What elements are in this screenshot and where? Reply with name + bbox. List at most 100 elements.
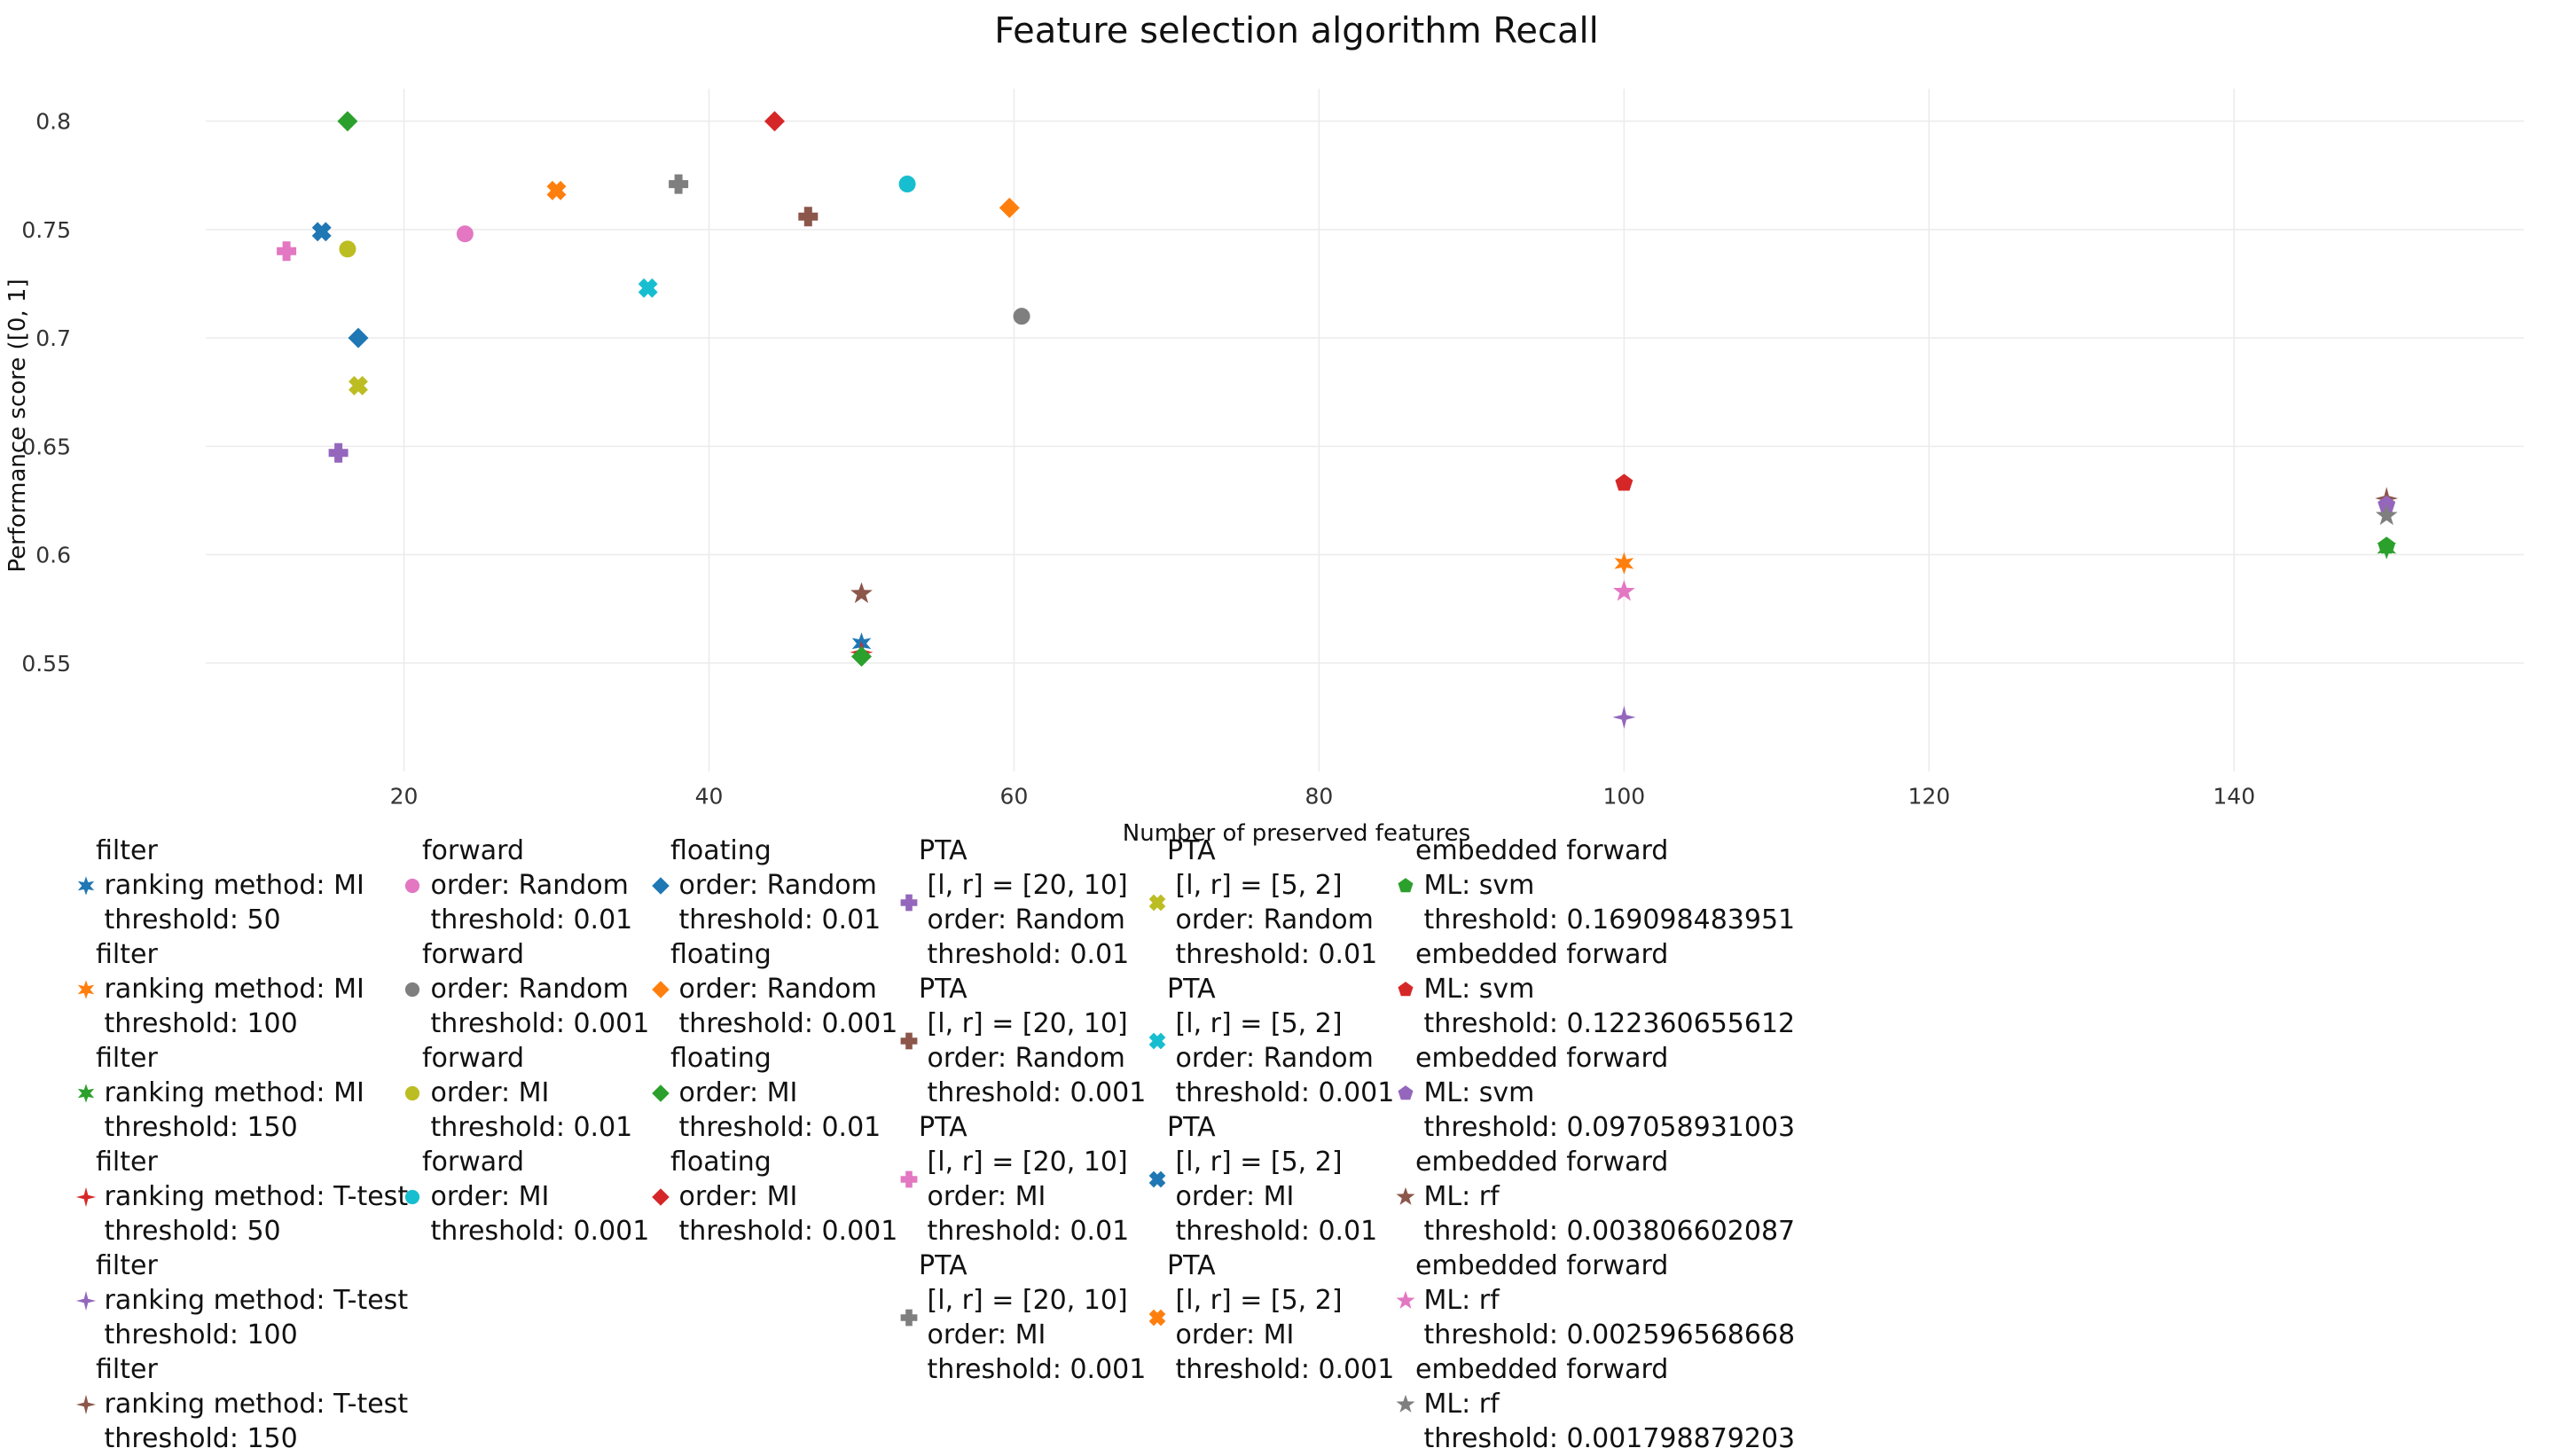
legend-marker	[75, 1290, 97, 1311]
data-point-diamond	[337, 111, 358, 132]
data-point-diamond	[851, 646, 872, 667]
legend-marker	[1396, 1186, 1415, 1205]
data-points	[277, 111, 2399, 729]
y-tick-label: 0.65	[21, 434, 71, 459]
data-point-x	[638, 278, 658, 298]
legend-symbol-icon	[404, 1189, 420, 1204]
x-tick-label: 100	[1602, 783, 1645, 809]
legend-symbol-icon	[1148, 1032, 1166, 1050]
data-point-star5	[850, 582, 873, 604]
legend-symbol-icon	[652, 1187, 670, 1206]
legend-label: floating order: Random threshold: 0.01	[670, 835, 881, 935]
legend-symbol-icon	[75, 1394, 97, 1414]
legend-label: filter ranking method: T-test threshold:…	[96, 1354, 409, 1454]
legend-marker	[900, 894, 918, 912]
data-point-star5	[1613, 580, 1635, 601]
data-point-circle	[339, 240, 356, 258]
y-tick-label: 0.7	[35, 325, 71, 351]
x-axis-label: Number of preserved features	[1123, 820, 1470, 847]
legend-symbol-icon	[1148, 1170, 1166, 1188]
legend-marker	[1148, 1309, 1166, 1327]
y-tick-label: 0.55	[21, 651, 71, 677]
data-point-star-four	[1612, 705, 1636, 729]
legend-marker	[900, 1170, 918, 1188]
axis-ticks: 20 40 60 80 100 120 140 0.55 0.6 0.65 0.7 0.75 0.8	[21, 109, 2255, 810]
data-point-circle	[898, 176, 916, 193]
data-point-diamond	[764, 111, 785, 132]
legend-label: filter ranking method: MI threshold: 150	[96, 1043, 364, 1143]
data-point-pentagon	[1615, 474, 1633, 491]
legend-label: embedded forward ML: rf threshold: 0.003…	[1415, 1147, 1796, 1247]
legend-marker	[404, 982, 420, 997]
data-point-cross	[328, 442, 349, 463]
legend-marker	[75, 1394, 97, 1414]
legend-symbol-icon	[404, 982, 420, 997]
legend-symbol-icon	[77, 1083, 95, 1103]
legend-symbol-icon	[75, 1290, 97, 1311]
legend-label: embedded forward ML: svm threshold: 0.16…	[1415, 835, 1796, 935]
data-point-cross	[277, 241, 297, 262]
legend-label: PTA [l, r] = [20, 10] order: Random thre…	[919, 974, 1147, 1108]
legend-marker	[77, 875, 95, 896]
legend-label: embedded forward ML: rf threshold: 0.001…	[1415, 1354, 1796, 1454]
legend-symbol-icon	[1398, 981, 1414, 996]
legend-marker	[404, 1189, 420, 1204]
legend-marker	[1148, 894, 1166, 912]
y-tick-label: 0.75	[21, 217, 71, 243]
x-tick-label: 140	[2213, 783, 2255, 809]
legend-marker	[1398, 1084, 1414, 1100]
legend-marker	[900, 1032, 918, 1050]
legend-label: forward order: Random threshold: 0.01	[422, 835, 633, 935]
legend-symbol-icon	[77, 979, 95, 999]
legend-label: floating order: MI threshold: 0.01	[670, 1043, 881, 1143]
data-point-x	[311, 222, 332, 242]
legend-marker	[404, 878, 420, 893]
legend-marker	[900, 1309, 918, 1327]
legend-label: filter ranking method: T-test threshold:…	[96, 1147, 409, 1247]
y-tick-label: 0.6	[35, 543, 71, 568]
data-point-diamond	[348, 327, 369, 348]
legend-marker	[1148, 1170, 1166, 1188]
data-point-circle	[456, 225, 474, 243]
legend-marker	[404, 1085, 420, 1100]
legend-marker	[1148, 1032, 1166, 1050]
legend-marker	[1396, 1290, 1415, 1309]
legend-symbol-icon	[900, 1309, 918, 1327]
legend-marker	[652, 1187, 670, 1206]
x-tick-label: 80	[1305, 783, 1334, 809]
legend-marker	[652, 876, 670, 895]
data-point-pentagon	[2378, 536, 2396, 554]
legend-label: forward order: MI threshold: 0.01	[422, 1043, 633, 1143]
legend-marker	[652, 980, 670, 998]
legend-label: filter ranking method: MI threshold: 50	[96, 835, 364, 935]
legend-marker	[652, 1084, 670, 1102]
data-point-circle	[1013, 308, 1030, 325]
legend-symbol-icon	[900, 894, 918, 912]
x-tick-label: 60	[1000, 783, 1029, 809]
legend-label: filter ranking method: MI threshold: 100	[96, 939, 364, 1039]
y-tick-label: 0.8	[35, 109, 71, 135]
legend-label: PTA [l, r] = [20, 10] order: MI threshol…	[919, 1250, 1147, 1385]
data-point-x	[349, 375, 368, 395]
legend-marker	[77, 1083, 95, 1103]
legend-label: filter ranking method: T-test threshold:…	[96, 1250, 409, 1350]
data-point-star5	[2375, 504, 2398, 526]
legend-marker	[77, 979, 95, 999]
legend-symbol-icon	[1396, 1186, 1415, 1205]
legend-symbol-icon	[77, 875, 95, 896]
legend-marker	[1398, 981, 1414, 996]
x-tick-label: 120	[1908, 783, 1950, 809]
chart-title: Feature selection algorithm Recall	[994, 11, 1598, 51]
legend-marker	[1396, 1394, 1415, 1413]
data-point-pentagon	[2378, 495, 2396, 513]
data-point-diamond	[999, 197, 1020, 218]
legend-symbol-icon	[1396, 1394, 1415, 1413]
legend-label: forward order: MI threshold: 0.001	[422, 1147, 650, 1247]
legend-marker	[75, 1186, 97, 1207]
legend-symbol-icon	[1396, 1290, 1415, 1309]
legend-symbol-icon	[1398, 1084, 1414, 1100]
legend-symbol-icon	[404, 878, 420, 893]
x-tick-label: 40	[695, 783, 724, 809]
